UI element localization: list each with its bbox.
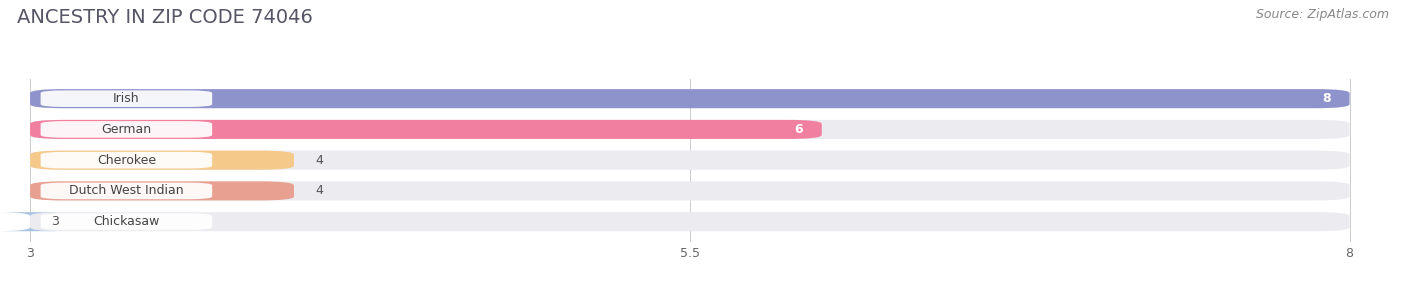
FancyBboxPatch shape bbox=[30, 182, 1350, 200]
FancyBboxPatch shape bbox=[30, 151, 294, 170]
FancyBboxPatch shape bbox=[30, 182, 294, 200]
FancyBboxPatch shape bbox=[41, 90, 212, 107]
FancyBboxPatch shape bbox=[41, 183, 212, 199]
Text: Chickasaw: Chickasaw bbox=[93, 215, 159, 228]
Text: 4: 4 bbox=[315, 154, 323, 167]
Text: German: German bbox=[101, 123, 152, 136]
FancyBboxPatch shape bbox=[30, 89, 1350, 108]
Text: Source: ZipAtlas.com: Source: ZipAtlas.com bbox=[1256, 8, 1389, 21]
Text: Dutch West Indian: Dutch West Indian bbox=[69, 184, 184, 198]
FancyBboxPatch shape bbox=[30, 89, 1350, 108]
FancyBboxPatch shape bbox=[41, 152, 212, 169]
FancyBboxPatch shape bbox=[0, 212, 65, 231]
Text: 3: 3 bbox=[51, 215, 59, 228]
FancyBboxPatch shape bbox=[30, 120, 1350, 139]
FancyBboxPatch shape bbox=[41, 213, 212, 230]
Text: Irish: Irish bbox=[112, 92, 139, 105]
FancyBboxPatch shape bbox=[30, 212, 1350, 231]
Text: Cherokee: Cherokee bbox=[97, 154, 156, 167]
FancyBboxPatch shape bbox=[30, 151, 1350, 170]
Text: 6: 6 bbox=[794, 123, 803, 136]
Text: 4: 4 bbox=[315, 184, 323, 198]
FancyBboxPatch shape bbox=[30, 120, 821, 139]
Text: ANCESTRY IN ZIP CODE 74046: ANCESTRY IN ZIP CODE 74046 bbox=[17, 8, 312, 28]
Text: 8: 8 bbox=[1323, 92, 1331, 105]
FancyBboxPatch shape bbox=[41, 121, 212, 138]
